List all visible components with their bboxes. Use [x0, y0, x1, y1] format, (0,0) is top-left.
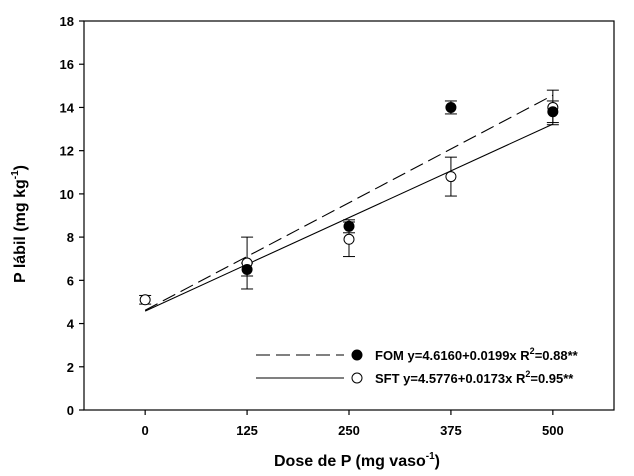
x-axis-title-sup: -1 — [426, 451, 435, 462]
y-tick-label-4: 8 — [67, 230, 74, 245]
x-tick-label-4: 500 — [542, 423, 564, 438]
y-axis-title-sup: -1 — [10, 170, 21, 179]
y-tick-label-7: 14 — [60, 100, 75, 115]
y-tick-label-8: 16 — [60, 57, 74, 72]
point-fom-0 — [241, 264, 253, 276]
legend-r2-sup-fom: 2 — [530, 346, 535, 356]
legend-label-sft: SFT y=4.5776+0.0173x R2=0.95** — [375, 369, 574, 386]
legend: FOM y=4.6160+0.0199x R2=0.88**SFT y=4.57… — [256, 346, 579, 386]
fit-line-sft — [144, 123, 554, 312]
data-points — [139, 101, 559, 306]
legend-r2-value-sft: =0.95** — [530, 371, 574, 386]
legend-series-name-fom: FOM y=4.6160+0.0199x R — [375, 348, 530, 363]
x-axis-title-main: Dose de P (mg vaso — [274, 453, 426, 470]
axes: 0 2 4 6 8 10 12 14 16 18 0 125 250 375 500 — [60, 14, 564, 438]
fit-line-fom — [144, 94, 554, 311]
legend-series-name-sft: SFT y=4.5776+0.0173x R — [375, 371, 526, 386]
point-sft-3 — [445, 171, 457, 183]
y-tick-label-3: 6 — [67, 273, 74, 288]
y-axis-title-main: P lábil (mg kg — [12, 179, 29, 283]
x-tick-label-3: 375 — [440, 423, 462, 438]
y-tick-label-2: 4 — [67, 317, 75, 332]
fit-lines — [144, 94, 554, 312]
x-axis-title-end: ) — [435, 453, 440, 470]
x-tick-label-2: 250 — [338, 423, 360, 438]
y-tick-label-5: 10 — [60, 187, 74, 202]
y-axis-title: P lábil (mg kg-1) — [10, 165, 29, 283]
legend-r2-value-fom: =0.88** — [535, 348, 579, 363]
legend-marker-fom — [351, 349, 363, 361]
legend-marker-sft — [351, 372, 363, 384]
point-fom-3 — [547, 106, 559, 118]
y-tick-label-0: 0 — [67, 403, 74, 418]
legend-label-fom: FOM y=4.6160+0.0199x R2=0.88** — [375, 346, 579, 363]
y-tick-label-6: 12 — [60, 144, 74, 159]
y-tick-label-1: 2 — [67, 360, 74, 375]
point-fom-1 — [343, 220, 355, 232]
point-fom-2 — [445, 101, 457, 113]
legend-r2-sup-sft: 2 — [525, 369, 530, 379]
y-tick-label-9: 18 — [60, 14, 74, 29]
error-bars — [139, 89, 559, 305]
x-tick-label-1: 125 — [236, 423, 258, 438]
point-sft-0 — [139, 294, 151, 306]
x-axis-title: Dose de P (mg vaso-1) — [274, 451, 440, 470]
x-tick-label-0: 0 — [142, 423, 149, 438]
y-axis-title-end: ) — [12, 165, 29, 170]
point-sft-2 — [343, 233, 355, 245]
